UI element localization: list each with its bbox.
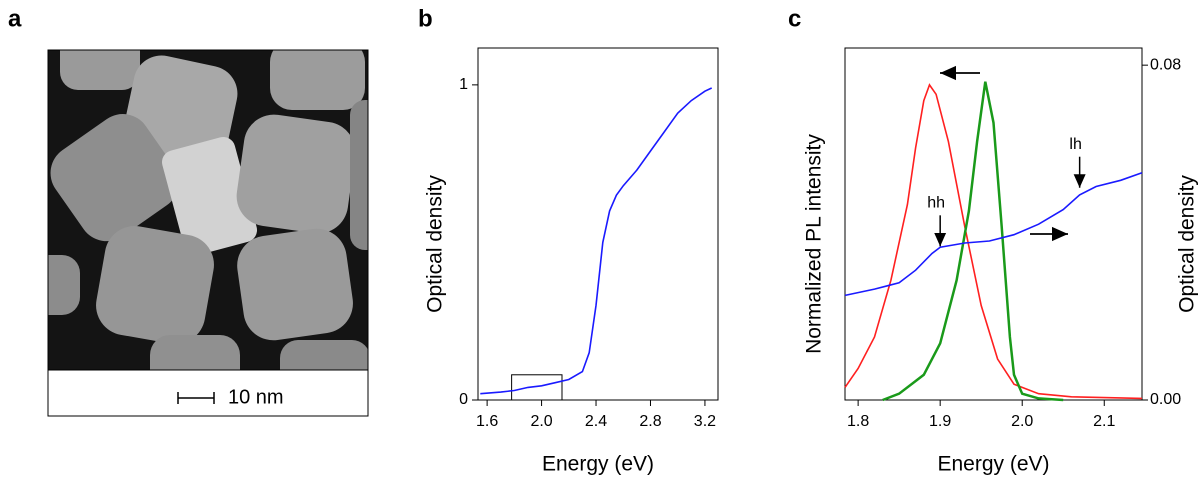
x-tick-label: 2.0 <box>530 413 552 430</box>
y-axis-title: Normalized PL intensity <box>803 134 826 354</box>
y-tick-label: 1 <box>459 76 468 93</box>
scale-bar <box>177 392 215 404</box>
panel-label: c <box>788 5 801 32</box>
plot-frame <box>477 47 719 401</box>
plot-frame <box>844 47 1143 401</box>
panel-label: a <box>8 5 22 32</box>
x-tick-label: 1.8 <box>847 413 869 430</box>
y2-tick-label: 0.00 <box>1150 391 1181 408</box>
annotation-label: lh <box>1069 136 1081 153</box>
y2-axis-title: Optical density <box>1176 175 1199 313</box>
x-tick-label: 1.6 <box>476 413 498 430</box>
y2-tick-label: 0.08 <box>1150 56 1181 73</box>
x-tick-label: 2.1 <box>1093 413 1115 430</box>
annotation-label: hh <box>927 195 945 212</box>
y-axis-title: Optical density <box>424 175 447 313</box>
x-tick-label: 2.0 <box>1011 413 1033 430</box>
data-line <box>844 171 1143 297</box>
highlight-box <box>511 374 563 401</box>
data-line <box>882 81 1064 402</box>
y-tick-label: 0 <box>459 391 468 408</box>
x-tick-label: 3.2 <box>694 413 716 430</box>
scale-bar-label: 10 nm <box>228 386 284 408</box>
x-tick-label: 2.4 <box>585 413 607 430</box>
x-tick-label: 1.9 <box>929 413 951 430</box>
data-line <box>844 83 1143 400</box>
x-axis-title: Energy (eV) <box>937 453 1049 476</box>
panel-label: b <box>418 5 433 32</box>
x-axis-title: Energy (eV) <box>542 453 654 476</box>
data-line <box>480 87 713 395</box>
image-frame <box>47 49 369 417</box>
x-tick-label: 2.8 <box>639 413 661 430</box>
micrograph <box>48 50 368 370</box>
